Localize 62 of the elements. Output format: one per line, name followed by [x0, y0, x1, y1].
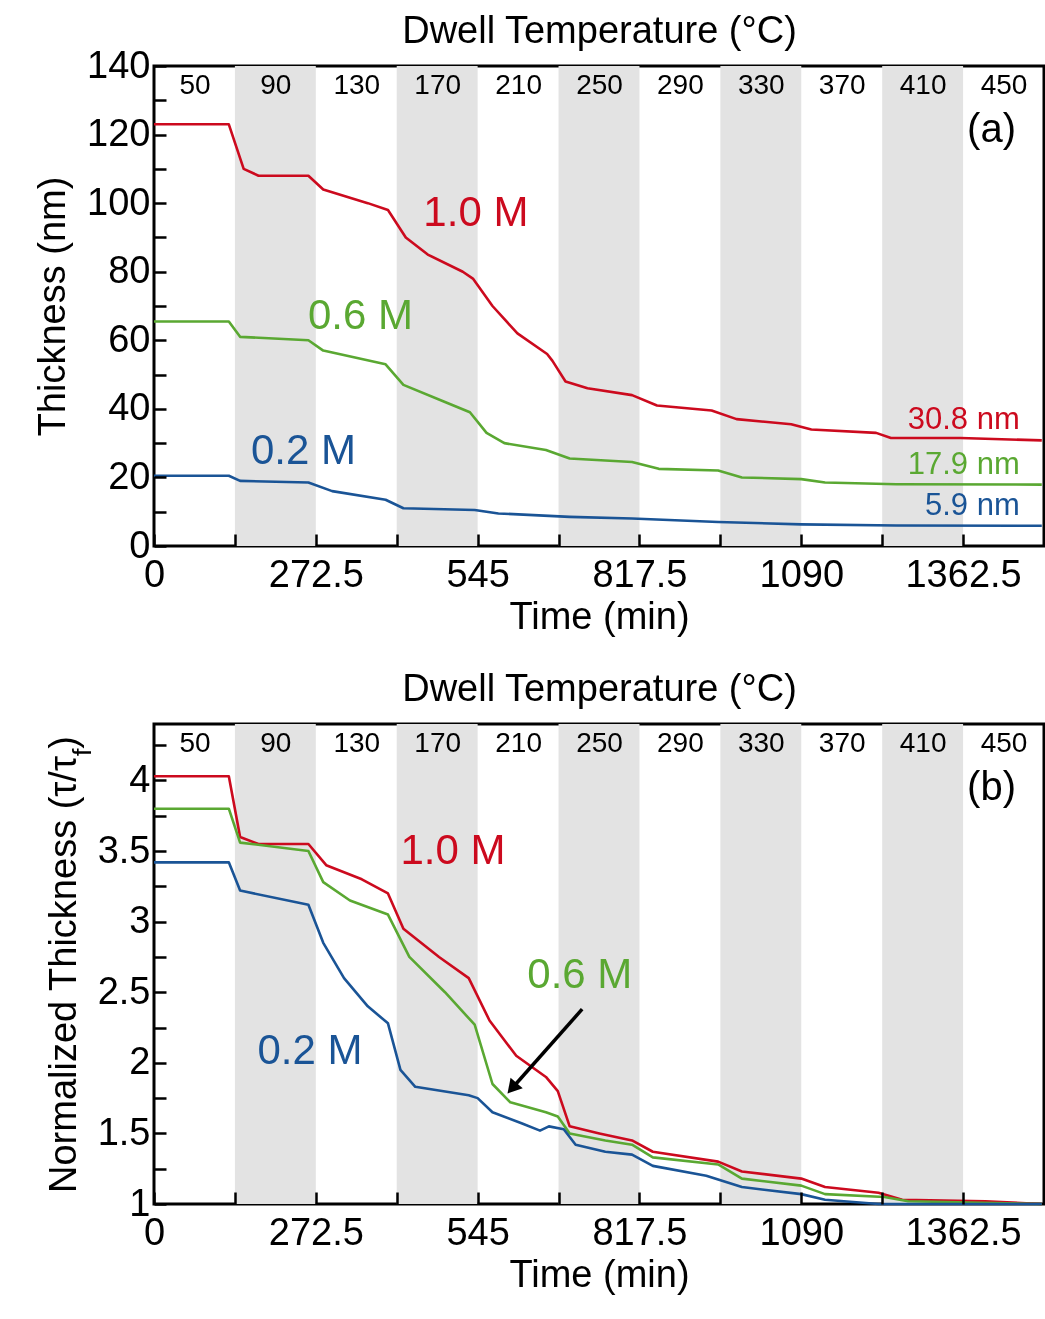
x-tick-label: 272.5 — [268, 552, 364, 595]
x2-tick-label: 450 — [980, 68, 1028, 100]
x2-tick-label: 250 — [576, 726, 623, 758]
y-tick-label: 20 — [108, 454, 151, 497]
x2-tick-label: 50 — [179, 68, 211, 100]
x-axis-title: Time (min) — [509, 1252, 690, 1295]
y-tick-label: 1.5 — [97, 1110, 151, 1153]
x2-tick-label: 170 — [414, 68, 462, 100]
x-tick-label: 545 — [446, 552, 510, 595]
x2-tick-label: 330 — [737, 726, 785, 758]
x-tick-label: 1362.5 — [905, 1210, 1022, 1253]
y-tick-label: 4 — [129, 757, 151, 800]
y-tick-label: 40 — [108, 386, 151, 429]
series-label: 0.2 M — [250, 425, 356, 473]
x2-tick-label: 90 — [260, 68, 292, 100]
x2-tick-label: 90 — [260, 726, 292, 758]
annotation: 5.9 nm — [924, 486, 1020, 522]
x-tick-label: 817.5 — [592, 552, 688, 595]
x2-tick-label: 290 — [657, 726, 704, 758]
y-tick-label: 2.5 — [97, 969, 151, 1012]
x-tick-label: 545 — [446, 1210, 510, 1253]
x-tick-label: 1090 — [759, 1210, 845, 1253]
series-label: 1.0 M — [423, 187, 529, 235]
series-label: 0.6 M — [527, 950, 633, 998]
x2-tick-label: 210 — [495, 68, 542, 100]
y-tick-label: 60 — [108, 317, 151, 360]
annotation: (a) — [967, 106, 1016, 150]
x2-axis-title: Dwell Temperature (°C) — [402, 666, 797, 709]
x2-tick-label: 290 — [657, 68, 704, 100]
x-tick-label: 1090 — [759, 552, 845, 595]
y-tick-label: 100 — [87, 180, 151, 223]
x2-tick-label: 410 — [899, 68, 947, 100]
x2-tick-label: 370 — [818, 68, 866, 100]
x-axis-title: Time (min) — [509, 594, 690, 637]
series-label: 0.2 M — [257, 1026, 363, 1074]
x2-tick-label: 50 — [179, 726, 211, 758]
y-tick-label: 120 — [87, 112, 151, 155]
x-tick-label: 817.5 — [592, 1210, 688, 1253]
x-tick-label: 272.5 — [268, 1210, 364, 1253]
y-axis-title: Thickness (nm) — [31, 176, 74, 437]
x2-tick-label: 410 — [899, 726, 947, 758]
annotation: 17.9 nm — [907, 445, 1020, 481]
x2-tick-label: 130 — [333, 68, 381, 100]
x2-tick-label: 130 — [333, 726, 381, 758]
y-tick-label: 2 — [129, 1040, 151, 1083]
x-tick-label: 1362.5 — [905, 552, 1022, 595]
annotation: 30.8 nm — [907, 401, 1020, 437]
annotation: (b) — [967, 764, 1016, 808]
y-tick-label: 3 — [129, 899, 151, 942]
x2-tick-label: 210 — [495, 726, 542, 758]
series-label: 0.6 M — [307, 291, 413, 339]
x2-tick-label: 250 — [576, 68, 623, 100]
series-label: 1.0 M — [400, 826, 506, 874]
line-series — [152, 474, 1044, 528]
y-tick-label: 140 — [87, 43, 151, 86]
x2-tick-label: 330 — [737, 68, 785, 100]
y-tick-label: 3.5 — [97, 828, 151, 871]
x2-axis-title: Dwell Temperature (°C) — [402, 8, 797, 51]
x2-tick-label: 170 — [414, 726, 462, 758]
x2-tick-label: 450 — [980, 726, 1028, 758]
y-tick-label: 80 — [108, 249, 151, 292]
x2-tick-label: 370 — [818, 726, 866, 758]
